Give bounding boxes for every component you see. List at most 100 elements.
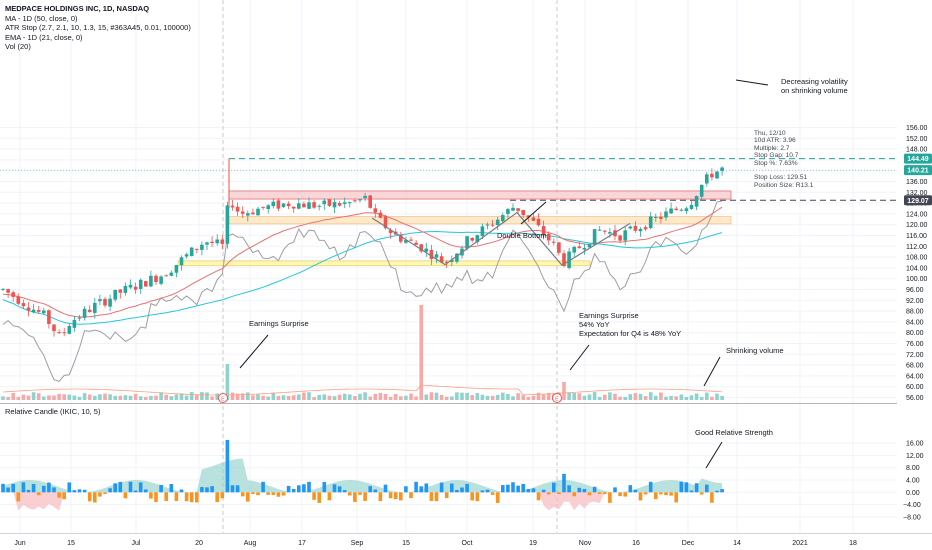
volume-bar xyxy=(108,394,112,400)
candle-body xyxy=(118,289,123,293)
volume-bar xyxy=(358,393,362,400)
candle-body xyxy=(684,208,689,212)
annotation-pointer xyxy=(735,79,769,86)
price-tag-label: 140.21 xyxy=(907,168,929,175)
candle-body xyxy=(297,203,301,209)
candle-body xyxy=(450,259,454,262)
relative-candle-bar xyxy=(42,485,46,493)
indicator-lines xyxy=(2,200,723,382)
volume-bar xyxy=(256,394,260,400)
time-tick-label: 16 xyxy=(632,540,640,547)
info-stop-loss: Stop Loss: 129.51 xyxy=(754,174,808,182)
info-blank xyxy=(754,167,813,174)
volume-bar xyxy=(613,393,617,400)
candle-body xyxy=(495,219,500,225)
relative-candle-bar xyxy=(393,492,398,500)
relative-candle-bar xyxy=(286,485,291,493)
relative-candle-bar xyxy=(82,489,87,493)
candle-body xyxy=(174,264,179,273)
price-tick-label: 64.00 xyxy=(906,373,924,380)
relative-candle-bar xyxy=(261,481,265,493)
volume-bar xyxy=(720,395,724,400)
volume-bar xyxy=(587,394,592,400)
volume-bar xyxy=(628,394,633,400)
volume-bar xyxy=(26,395,31,400)
volume-bar xyxy=(36,393,41,400)
relative-candle-bar xyxy=(613,487,617,493)
volume-bar xyxy=(286,396,291,400)
volume-bar xyxy=(62,394,66,400)
relative-candle-bar xyxy=(52,487,56,493)
price-tick-label: 76.00 xyxy=(906,341,924,348)
candle-body xyxy=(266,205,270,210)
relative-candle-bar xyxy=(368,486,372,493)
candle-body xyxy=(715,171,719,179)
candle-body xyxy=(705,174,709,184)
relative-candle-bar xyxy=(536,492,541,501)
relative-candle-bar xyxy=(11,483,15,493)
candle-body xyxy=(363,195,367,199)
zone-yellow xyxy=(177,260,591,267)
volume-bar xyxy=(679,394,684,400)
volume-bar xyxy=(317,394,321,400)
volume-bar xyxy=(618,396,622,400)
relative-candle-bar xyxy=(149,492,153,499)
earnings-marker xyxy=(218,393,228,403)
relative-candle-bar xyxy=(342,490,347,493)
price-tick-label: 96.00 xyxy=(906,287,924,294)
candle-body xyxy=(36,310,41,312)
relative-candle-bar xyxy=(424,483,429,493)
candle-body xyxy=(536,218,541,226)
relative-candle-bar xyxy=(572,492,576,497)
relative-candle-bar xyxy=(98,492,102,497)
relative-tick-label: 16.00 xyxy=(906,441,924,448)
volume-bar xyxy=(582,395,587,400)
relative-candle-bar xyxy=(317,492,321,503)
relative-candle-bar xyxy=(562,473,566,493)
time-tick-label: Oct xyxy=(462,540,473,547)
volume-bar xyxy=(159,392,163,400)
candle-body xyxy=(195,248,199,250)
volume-bar xyxy=(654,395,658,400)
candle-body xyxy=(552,241,556,243)
candle-body xyxy=(42,310,46,314)
candle-body xyxy=(378,212,383,218)
candle-body xyxy=(317,205,321,207)
volume-bar xyxy=(546,392,551,400)
relative-candle-bar xyxy=(373,489,378,493)
relative-candle-bar xyxy=(439,482,444,493)
annotation-pointer xyxy=(569,344,590,371)
relative-candle-bar xyxy=(205,487,209,493)
volume-ma-line xyxy=(2,384,723,396)
price-tick-label: 68.00 xyxy=(906,363,924,370)
candle-body xyxy=(546,233,551,241)
volume-bar xyxy=(11,393,15,400)
relative-tick-label: 12.00 xyxy=(906,453,924,460)
time-tick-label: Nov xyxy=(579,540,592,547)
relative-candle-bar xyxy=(710,492,714,503)
price-tick-label: 112.00 xyxy=(906,244,927,251)
candle-body xyxy=(353,200,357,202)
volume-bar xyxy=(429,392,434,400)
candle-body xyxy=(582,247,587,250)
relative-candle-bar xyxy=(200,487,204,493)
volume-bar xyxy=(297,394,301,400)
volume-bar xyxy=(123,395,128,400)
annotation-earnings-2: Earnings Surprise 54% YoY Expectation fo… xyxy=(579,311,681,338)
candle-body xyxy=(312,202,316,208)
candle-body xyxy=(439,256,444,263)
candle-body xyxy=(138,279,143,289)
annotation-pointer xyxy=(703,356,721,387)
volume-bar xyxy=(230,392,235,400)
relative-tick-label: −4.00 xyxy=(903,502,921,509)
volume-bar xyxy=(511,396,515,400)
candle-body xyxy=(205,242,209,245)
relative-candle-bar xyxy=(388,492,393,499)
candle-body xyxy=(444,261,449,263)
time-axis: Jun 15 Jul 20 Aug 17 Sep 15 Oct 19 Nov 16 Dec 14 2021 1… xyxy=(14,540,857,547)
time-tick-label: 14 xyxy=(733,540,741,547)
relative-candle-bar xyxy=(327,492,332,501)
price-tick-label: 108.00 xyxy=(906,255,928,262)
relative-candle-bar xyxy=(557,492,561,495)
